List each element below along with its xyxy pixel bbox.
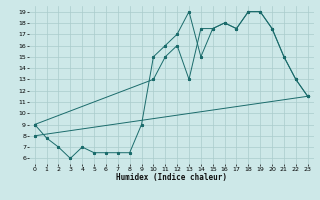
X-axis label: Humidex (Indice chaleur): Humidex (Indice chaleur)	[116, 173, 227, 182]
